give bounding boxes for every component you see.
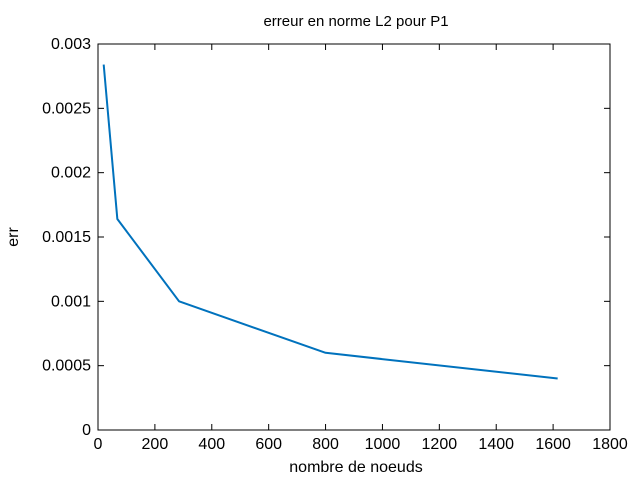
x-tick-label: 1000 — [365, 436, 401, 453]
y-tick-label: 0.001 — [51, 293, 91, 310]
y-tick-label: 0.003 — [51, 36, 91, 53]
x-tick-label: 1200 — [422, 436, 458, 453]
y-axis: 0 0.0005 0.001 0.0015 0.002 0.0025 0.003 — [42, 36, 610, 439]
y-tick-label: 0.0025 — [42, 100, 91, 117]
y-tick-label: 0.0005 — [42, 358, 91, 375]
chart-title: erreur en norme L2 pour P1 — [263, 13, 448, 30]
x-tick-label: 1400 — [478, 436, 514, 453]
x-axis-title: nombre de noeuds — [289, 459, 422, 476]
x-axis: 0 200 400 600 800 1000 1200 1400 1600 1800 — [94, 44, 628, 453]
plot-area — [102, 64, 558, 380]
y-tick-label: 0.0015 — [42, 229, 91, 246]
axes-frame — [97, 43, 611, 431]
series-line — [102, 64, 558, 380]
x-tick-label: 800 — [312, 436, 339, 453]
x-tick-label: 200 — [142, 436, 169, 453]
y-tick-label: 0 — [82, 422, 91, 439]
y-axis-title: err — [5, 227, 22, 247]
x-tick-label: 0 — [94, 436, 103, 453]
y-tick-label: 0.002 — [51, 165, 91, 182]
x-tick-label: 400 — [198, 436, 225, 453]
x-tick-label: 1800 — [592, 436, 628, 453]
x-tick-label: 600 — [255, 436, 282, 453]
x-tick-label: 1600 — [535, 436, 571, 453]
